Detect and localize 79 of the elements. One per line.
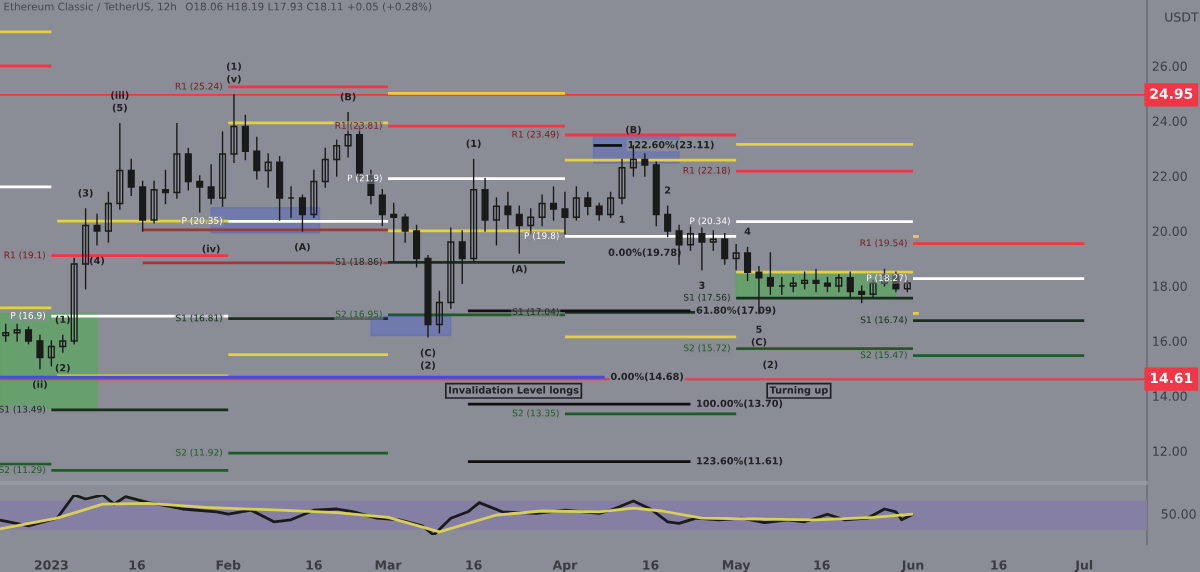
annotation: (B) bbox=[626, 125, 641, 135]
annotation: 4 bbox=[744, 227, 751, 235]
annotation: (A) bbox=[511, 264, 527, 274]
series-label: S2 (11.29) bbox=[0, 466, 46, 475]
annotation: (iv) bbox=[202, 244, 220, 254]
chart-title: Ethereum Classic / TetherUS, 12h bbox=[4, 2, 176, 12]
x-tick-label: 16 bbox=[306, 560, 322, 570]
series-label: R1 (19.1) bbox=[4, 251, 46, 260]
x-tick-label: May bbox=[722, 560, 751, 572]
annotation: 1 bbox=[619, 215, 625, 223]
annotation: (2) bbox=[420, 361, 435, 370]
series-label: R1 (19.54) bbox=[860, 239, 907, 248]
series-label: S1 (16.74) bbox=[860, 316, 907, 325]
x-tick-label: 16 bbox=[129, 560, 145, 570]
annotation: (ii) bbox=[33, 380, 47, 390]
x-tick-label: Mar bbox=[375, 560, 402, 570]
series-label: S1 (16.81) bbox=[176, 314, 222, 323]
y-tick-label: 16.00 bbox=[1153, 336, 1187, 346]
series-label: P (20.35) bbox=[182, 216, 222, 226]
series-label: P (19.8) bbox=[524, 232, 559, 241]
annotation: (3) bbox=[78, 189, 93, 198]
x-tick-label: 16 bbox=[991, 560, 1007, 570]
series-label: S1 (13.49) bbox=[0, 405, 46, 414]
x-tick-label: 16 bbox=[814, 560, 830, 570]
annotation: (C) bbox=[751, 337, 767, 347]
annotation: Invalidation Level longs bbox=[449, 386, 579, 396]
annotation: 122.60%(23.11) bbox=[628, 140, 714, 150]
series-label: S2 (13.35) bbox=[512, 409, 559, 418]
annotation: (2) bbox=[763, 360, 778, 370]
ref-line-label: 14.61 bbox=[1150, 372, 1193, 384]
annotation: 3 bbox=[699, 281, 705, 289]
x-tick-label: 16 bbox=[643, 560, 659, 570]
annotation: 123.60%(11.61) bbox=[697, 456, 783, 466]
y-tick-label: 12.00 bbox=[1153, 446, 1187, 456]
series-label: S2 (11.92) bbox=[176, 448, 222, 457]
y-axis-title: USDT bbox=[1165, 12, 1199, 22]
text: 50.00 bbox=[1161, 509, 1196, 519]
annotation: (A) bbox=[295, 242, 310, 252]
series-label: P (21.9) bbox=[347, 174, 382, 183]
y-tick-label: 26.00 bbox=[1152, 61, 1187, 71]
annotation: 100.00%(13.70) bbox=[697, 399, 783, 409]
series-label: R1 (22.18) bbox=[683, 166, 730, 175]
annotation: 5 bbox=[756, 325, 762, 333]
x-tick-label: Jul bbox=[1074, 560, 1093, 572]
y-tick-label: 18.00 bbox=[1153, 281, 1187, 291]
x-tick-label: Jun bbox=[901, 560, 924, 572]
x-tick-label: Apr bbox=[552, 560, 578, 572]
annotation: (4) bbox=[90, 256, 104, 266]
series-label: P (16.9) bbox=[11, 311, 46, 320]
annotation: (5) bbox=[112, 103, 127, 113]
x-tick-label: 16 bbox=[466, 560, 482, 570]
chart-subtitle: O18.06 H18.19 L17.93 C18.11 +0.05 (+0.28%) bbox=[185, 2, 432, 12]
annotation: 2 bbox=[665, 186, 671, 194]
series-label: S1 (18.86) bbox=[335, 257, 382, 266]
series-label: P (20.34) bbox=[690, 217, 730, 226]
annotation: 0.00%(14.68) bbox=[610, 372, 683, 382]
series-label: S2 (15.72) bbox=[683, 344, 730, 353]
annotation: (1) bbox=[466, 139, 481, 149]
series-label: P (18.27) bbox=[867, 274, 907, 283]
ref-line-label: 24.95 bbox=[1150, 88, 1193, 99]
y-tick-label: 22.00 bbox=[1152, 171, 1187, 181]
series-label: R1 (23.81) bbox=[335, 121, 382, 130]
y-tick-label: 24.00 bbox=[1152, 116, 1187, 126]
series-label: S2 (16.95) bbox=[335, 310, 382, 319]
series-label: S1 (17.56) bbox=[683, 293, 730, 302]
series-label: S2 (15.47) bbox=[860, 351, 907, 360]
annotation: (1) bbox=[226, 62, 241, 72]
annotation: (2) bbox=[55, 363, 70, 373]
x-tick-label: 2023 bbox=[34, 560, 68, 570]
annotation: (v) bbox=[227, 74, 241, 84]
series-label: S1 (17.04) bbox=[512, 307, 559, 317]
y-tick-label: 20.00 bbox=[1152, 226, 1187, 236]
annotation: (1) bbox=[55, 315, 70, 325]
y-tick-label: 14.00 bbox=[1153, 391, 1187, 401]
annotation: Turning up bbox=[769, 386, 828, 396]
series-label: R1 (23.49) bbox=[512, 130, 559, 139]
annotation: (C) bbox=[420, 348, 436, 358]
x-tick-label: Feb bbox=[216, 560, 241, 570]
series-label: R1 (25.24) bbox=[175, 82, 222, 91]
